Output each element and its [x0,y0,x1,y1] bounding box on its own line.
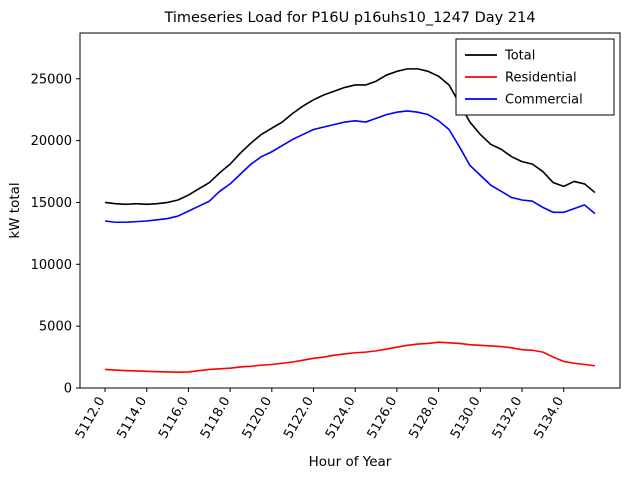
legend-label-total: Total [504,49,535,64]
y-axis-label: kW total [7,182,23,238]
legend-label-residential: Residential [505,71,577,86]
series-line-commercial [104,110,596,224]
series-line-residential [104,341,596,373]
y-axis: 0 5000 10000 15000 20000 25000 [31,72,80,397]
series-line-total [104,68,596,206]
legend: Total Residential Commercial [455,38,615,116]
y-tick-label: 10000 [31,258,72,273]
series-lines [104,68,596,373]
y-tick-label: 25000 [31,72,72,87]
y-tick-label: 0 [64,382,72,397]
y-tick-label: 5000 [39,320,72,335]
chart-title: Timeseries Load for P16U p16uhs10_1247 D… [163,10,535,26]
x-axis-label: Hour of Year [309,454,392,470]
legend-label-commercial: Commercial [505,93,583,108]
y-tick-label: 15000 [31,196,72,211]
y-tick-label: 20000 [31,134,72,149]
